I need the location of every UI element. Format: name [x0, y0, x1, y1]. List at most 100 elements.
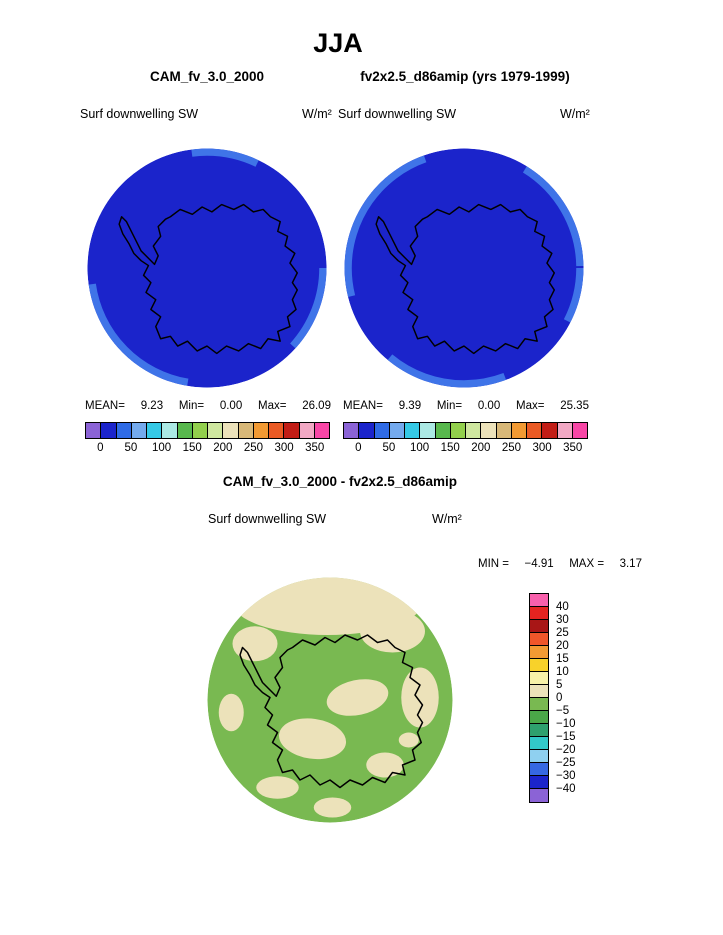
colorbar-tick-label: 250 [243, 442, 264, 454]
mean-value: 9.39 [398, 400, 422, 412]
rim-band [87, 148, 327, 388]
colorbar-tick-label: 25 [556, 627, 569, 639]
colorbar-segment [162, 423, 178, 438]
colorbar-tick-label: 10 [556, 666, 569, 678]
colorbar-tick-label: 40 [556, 601, 569, 613]
colorbar-segment [389, 423, 405, 438]
min-value: −4.91 [524, 558, 554, 570]
colorbar-tick-label: 20 [556, 640, 569, 652]
colorbar-tick-label: −5 [556, 705, 570, 717]
map-right-svg [344, 148, 584, 388]
colorbar-tick-label: 15 [556, 653, 569, 665]
colorbar-segment [542, 423, 558, 438]
colorbar-segment [359, 423, 375, 438]
diff-field-label: Surf downwelling SW [208, 512, 327, 526]
colorbar-segment [314, 423, 329, 438]
max-label: Max= [257, 400, 287, 412]
colorbar-tick-label: 0 [355, 442, 362, 454]
left-field-label: Surf downwelling SW [80, 107, 199, 121]
colorbar-tick-label: 350 [563, 442, 583, 454]
colorbar-segment [530, 750, 548, 763]
colorbar-segment [530, 724, 548, 737]
colorbar-tick-label: −25 [556, 757, 576, 769]
colorbar-segment [530, 737, 548, 750]
right-units-label: W/m² [560, 107, 590, 121]
colorbar-tick-label: 5 [556, 679, 563, 691]
colorbar-segment [253, 423, 269, 438]
colorbar-segment [530, 763, 548, 776]
colorbar-diff [529, 593, 549, 803]
colorbar-segment [299, 423, 315, 438]
colorbar-segment [177, 423, 193, 438]
colorbar-tick-label: −15 [556, 731, 576, 743]
colorbar-segment [530, 594, 548, 607]
colorbar-segment [496, 423, 512, 438]
right-field-label: Surf downwelling SW [338, 107, 457, 121]
colorbar-segment [557, 423, 573, 438]
map-panel-right [342, 146, 586, 390]
colorbar-tick-label: 100 [409, 442, 430, 454]
rim-band [344, 148, 584, 388]
colorbar-tick-label: 150 [440, 442, 460, 454]
colorbar-segment [344, 423, 360, 438]
colorbar-tick-label: 300 [274, 442, 294, 454]
colorbar-right-ticks: 0 50 100 150 200 250 300 350 [343, 442, 588, 456]
colorbar-segment [530, 789, 548, 802]
colorbar-tick-label: 0 [556, 692, 563, 704]
colorbar-segment [435, 423, 451, 438]
figure-title: JJA [313, 28, 363, 58]
colorbar-tick-label: 350 [305, 442, 325, 454]
colorbar-segment [101, 423, 117, 438]
antarctica-coastline [375, 203, 556, 355]
colorbar-segment [208, 423, 224, 438]
colorbar-tick-label: −20 [556, 744, 576, 756]
left-model-header: CAM_fv_3.0_2000 [149, 69, 265, 84]
max-value: 26.09 [302, 400, 331, 412]
diff-title: CAM_fv_3.0_2000 - fv2x2.5_d86amip [222, 474, 458, 489]
colorbar-segment [192, 423, 208, 438]
mean-label: MEAN= [85, 400, 125, 412]
colorbar-tick-label: 50 [124, 442, 138, 454]
colorbar-segment [284, 423, 300, 438]
antarctica-coastline [239, 634, 424, 789]
max-label: MAX = [569, 558, 605, 570]
colorbar-segment [530, 607, 548, 620]
colorbar-segment [269, 423, 285, 438]
colorbar-tick-label: 50 [382, 442, 396, 454]
colorbar-left [85, 422, 330, 439]
colorbar-left-ticks: 0 50 100 150 200 250 300 350 [85, 442, 330, 456]
colorbar-segment [530, 633, 548, 646]
colorbar-segment [530, 711, 548, 724]
colorbar-segment [530, 685, 548, 698]
colorbar-tick-label: 30 [556, 614, 569, 626]
colorbar-segment [420, 423, 436, 438]
diff-units-label: W/m² [432, 512, 462, 526]
min-label: Min= [178, 400, 205, 412]
colorbar-segment [374, 423, 390, 438]
colorbar-tick-label: 200 [471, 442, 491, 454]
min-value: 0.00 [219, 400, 243, 412]
stats-row-right: MEAN= 9.39 Min= 0.00 Max= 25.35 [343, 400, 589, 412]
colorbar-tick-label: 250 [501, 442, 522, 454]
colorbar-segment [511, 423, 527, 438]
colorbar-segment [405, 423, 421, 438]
ocean-fill [87, 148, 327, 388]
min-label: MIN = [478, 558, 509, 570]
map-diff-svg [207, 577, 453, 823]
positive-diff-patches [218, 577, 439, 818]
max-value: 3.17 [619, 558, 642, 570]
colorbar-segment [86, 423, 102, 438]
colorbar-segment [530, 646, 548, 659]
min-value: 0.00 [477, 400, 501, 412]
colorbar-segment [572, 423, 587, 438]
colorbar-tick-label: 300 [532, 442, 552, 454]
colorbar-tick-label: 200 [213, 442, 233, 454]
antarctica-coastline [118, 203, 299, 355]
max-label: Max= [515, 400, 545, 412]
colorbar-segment [481, 423, 497, 438]
map-panel-diff [205, 575, 455, 825]
colorbar-tick-label: 0 [97, 442, 104, 454]
left-units-label: W/m² [302, 107, 332, 121]
colorbar-segment [530, 659, 548, 672]
